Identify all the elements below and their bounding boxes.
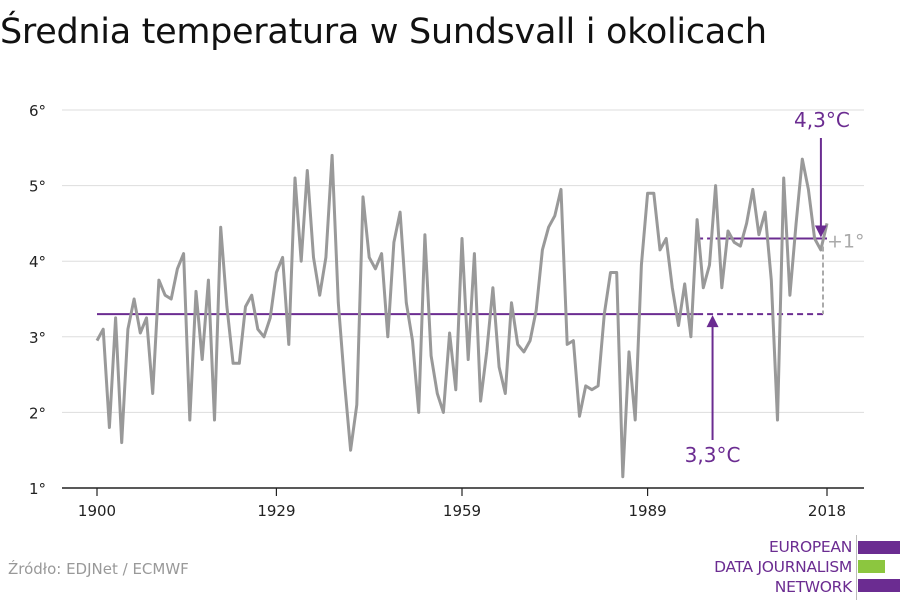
y-tick-label: 6° — [29, 102, 46, 120]
y-tick-label: 5° — [29, 178, 46, 196]
y-tick-label: 1° — [29, 480, 46, 498]
series-temperature-line — [95, 153, 829, 479]
x-tick-label: 1929 — [257, 502, 295, 520]
logo-bar-purple-top — [858, 541, 900, 554]
recent-average-label: 4,3°C — [794, 108, 850, 132]
logo-bar-purple-bottom — [858, 579, 900, 592]
recent-arrow-head — [814, 225, 827, 238]
annotations: 4,3°C 3,3°C +1° — [685, 108, 865, 467]
difference-label: +1° — [827, 231, 865, 253]
edjnet-logo: EUROPEAN DATA JOURNALISM NETWORK — [700, 535, 900, 600]
x-tick-label: 2018 — [808, 502, 846, 520]
x-tick-label: 1959 — [443, 502, 481, 520]
series-layer — [95, 153, 829, 479]
chart-title: Średnia temperatura w Sundsvall i okolic… — [0, 12, 767, 52]
x-tick-label: 1989 — [628, 502, 666, 520]
source-note: Źródło: EDJNet / ECMWF — [8, 560, 189, 578]
baseline-arrow-head — [706, 315, 719, 328]
x-tick-label: 1900 — [78, 502, 116, 520]
y-tick-label: 2° — [29, 404, 46, 422]
y-tick-label: 4° — [29, 253, 46, 271]
logo-bar-green — [858, 560, 885, 573]
x-axis: 1900 1929 1959 1989 2018 — [62, 487, 864, 520]
y-tick-label: 3° — [29, 329, 46, 347]
logo-line-1: EUROPEAN — [768, 538, 852, 556]
baseline-average-label: 3,3°C — [685, 443, 741, 467]
y-axis-labels: 1° 2° 3° 4° 5° 6° — [29, 102, 46, 498]
logo-divider — [856, 535, 857, 600]
logo-line-3: NETWORK — [774, 578, 853, 596]
logo-line-2: DATA JOURNALISM — [714, 558, 852, 576]
